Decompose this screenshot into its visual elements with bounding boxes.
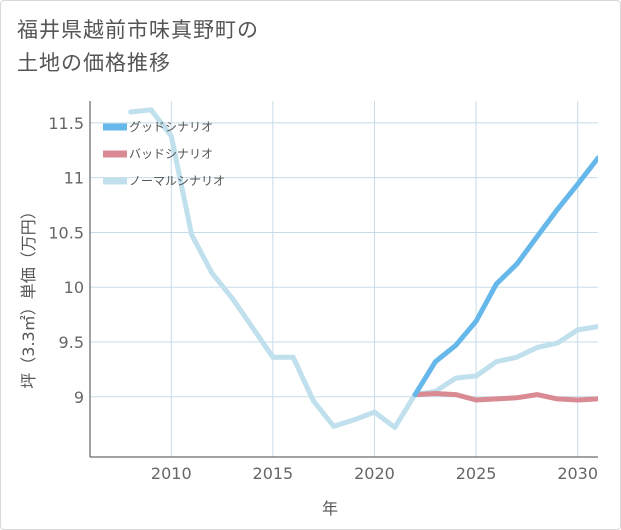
x-tick-label: 2025 (456, 464, 497, 483)
series-lines (128, 107, 598, 430)
legend-label-bad: バッドシナリオ (129, 147, 213, 161)
axes: 9 9.5 10 10.5 11 11.5 2010 2015 2020 2025 2030 (48, 101, 598, 483)
series-line-normal (128, 107, 598, 430)
chart-title-line1: 福井県越前市味真野町の (17, 18, 259, 42)
y-tick-label: 9 (74, 388, 84, 407)
chart-title: 福井県越前市味真野町の 土地の価格推移 (17, 14, 517, 80)
legend-label-normal: ノーマルシナリオ (129, 174, 225, 188)
y-tick-label: 11 (64, 169, 84, 188)
y-tick-label: 9.5 (59, 333, 84, 352)
x-axis-title: 年 (322, 499, 338, 518)
series-line-good (412, 155, 598, 398)
x-tick-label: 2030 (557, 464, 598, 483)
y-axis-title: 坪（3.3㎡）単価（万円） (19, 203, 38, 388)
y-tick-label: 10 (64, 278, 84, 297)
y-tick-label: 10.5 (48, 223, 84, 242)
y-tick-label: 11.5 (48, 114, 84, 133)
chart-title-line2: 土地の価格推移 (17, 51, 171, 75)
x-tick-label: 2015 (253, 464, 294, 483)
legend-label-good: グッドシナリオ (129, 120, 213, 134)
series-line-bad (412, 391, 598, 403)
x-tick-label: 2010 (151, 464, 192, 483)
x-tick-label: 2020 (354, 464, 395, 483)
